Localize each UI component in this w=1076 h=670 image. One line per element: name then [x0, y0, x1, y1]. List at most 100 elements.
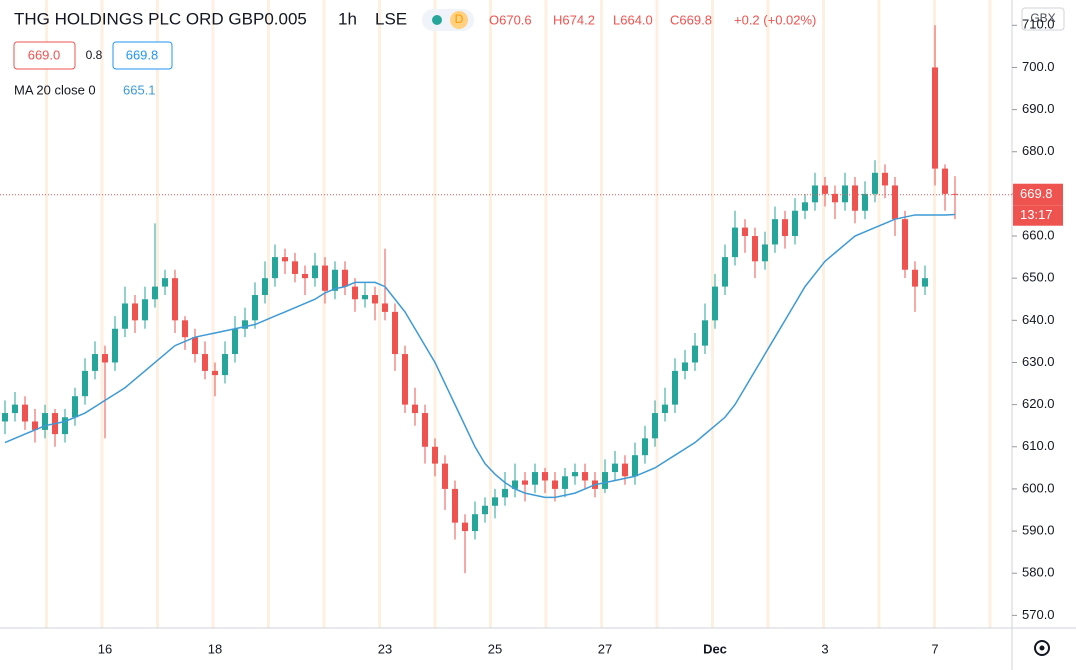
session-band [766, 0, 770, 628]
candle-body [632, 455, 638, 477]
candle-body [522, 480, 528, 485]
currency[interactable]: GBX [1030, 11, 1055, 25]
delay-letter: D [455, 12, 464, 26]
y-tick-label: 610.0 [1022, 438, 1055, 453]
candle-body [252, 295, 258, 321]
candle-body [152, 286, 158, 300]
candle-body [762, 244, 768, 262]
candle-body [402, 354, 408, 405]
candle-body [432, 446, 438, 464]
candle-body [582, 472, 588, 481]
candle-body [472, 514, 478, 532]
session-band [211, 0, 215, 628]
session-band [988, 0, 992, 628]
candle-body [332, 269, 338, 291]
candle-body [872, 172, 878, 194]
candle-body [702, 320, 708, 346]
candle-body [162, 278, 168, 287]
candle-body [382, 303, 388, 312]
candle-body [42, 413, 48, 430]
session-band [822, 0, 825, 628]
exchange: LSE [375, 9, 407, 28]
x-tick-label: 25 [488, 641, 502, 656]
candle-body [602, 472, 608, 489]
bid[interactable]: 669.0 [28, 47, 61, 62]
candle-body [352, 286, 358, 300]
ma-value: 665.1 [123, 82, 156, 97]
candle-body [492, 497, 498, 506]
timer-tag [1013, 205, 1063, 226]
ohlc-change: +0.2 (+0.02%) [734, 12, 816, 27]
session-band [877, 0, 881, 628]
session-band [544, 0, 548, 628]
candle-body [532, 472, 538, 485]
candle-body [742, 227, 748, 237]
candle-body [422, 413, 428, 447]
symbol-title: THG HOLDINGS PLC ORD GBP0.005 [14, 9, 307, 28]
candle-body [202, 354, 208, 371]
session-band [100, 0, 104, 628]
ohlc-low: L664.0 [613, 12, 653, 27]
legend: THG HOLDINGS PLC ORD GBP0.005 1h LSE D O… [13, 9, 816, 97]
ohlc-close: C669.8 [670, 12, 712, 27]
candle-body [172, 278, 178, 321]
candle-body [892, 185, 898, 220]
candle-body [122, 303, 128, 329]
candle-body [262, 278, 268, 296]
y-tick-label: 640.0 [1022, 312, 1055, 327]
x-tick-label: 23 [378, 641, 392, 656]
candle-body [452, 488, 458, 523]
candle-body [282, 257, 288, 262]
candle-body [642, 438, 648, 456]
candle-body [672, 370, 678, 405]
market-dot [432, 15, 442, 25]
x-tick-label: 18 [208, 641, 222, 656]
ohlc-high: H674.2 [553, 12, 595, 27]
session-band [378, 0, 381, 628]
candle-body [792, 210, 798, 237]
candle-body [692, 345, 698, 363]
candle-body [312, 265, 318, 279]
candle-body [32, 421, 38, 430]
candle-body [542, 472, 548, 481]
timer-label: 13:17 [1020, 207, 1053, 222]
settings-hub[interactable] [1039, 645, 1045, 651]
session-band [267, 0, 270, 628]
candle-body [782, 219, 788, 237]
settings-gear[interactable] [1034, 640, 1050, 656]
candle-body [12, 404, 18, 414]
y-tick-label: 600.0 [1022, 480, 1055, 495]
y-tick-label: 660.0 [1022, 227, 1055, 242]
y-tick-label: 590.0 [1022, 522, 1055, 537]
candle-body [722, 257, 728, 287]
candle-body [142, 299, 148, 321]
candle-body [562, 476, 568, 489]
candle-body [372, 295, 378, 304]
ask-box[interactable] [112, 41, 173, 70]
candle-body [942, 168, 948, 194]
candle-body [392, 311, 398, 355]
candle-body [292, 261, 298, 274]
candle-body [322, 265, 328, 291]
candle-body [342, 269, 348, 287]
y-tick-label: 630.0 [1022, 354, 1055, 369]
candle-body [22, 404, 28, 422]
session-band [433, 0, 437, 628]
y-tick-label: 650.0 [1022, 270, 1055, 285]
candle-body [852, 185, 858, 211]
ma-line [4, 213, 956, 499]
candle-body [302, 273, 308, 279]
settings-icon[interactable] [1034, 640, 1050, 656]
y-tick-label: 710.0 [1022, 17, 1055, 32]
candle-body [662, 404, 668, 414]
candle-body [462, 522, 468, 532]
candle-body [242, 320, 248, 329]
bid-box[interactable] [13, 41, 76, 70]
ask[interactable]: 669.8 [126, 47, 159, 62]
currency-box[interactable] [1021, 7, 1065, 31]
candle-body [772, 219, 778, 245]
ohlc-open: O670.6 [489, 12, 532, 27]
candle-body [62, 417, 68, 435]
